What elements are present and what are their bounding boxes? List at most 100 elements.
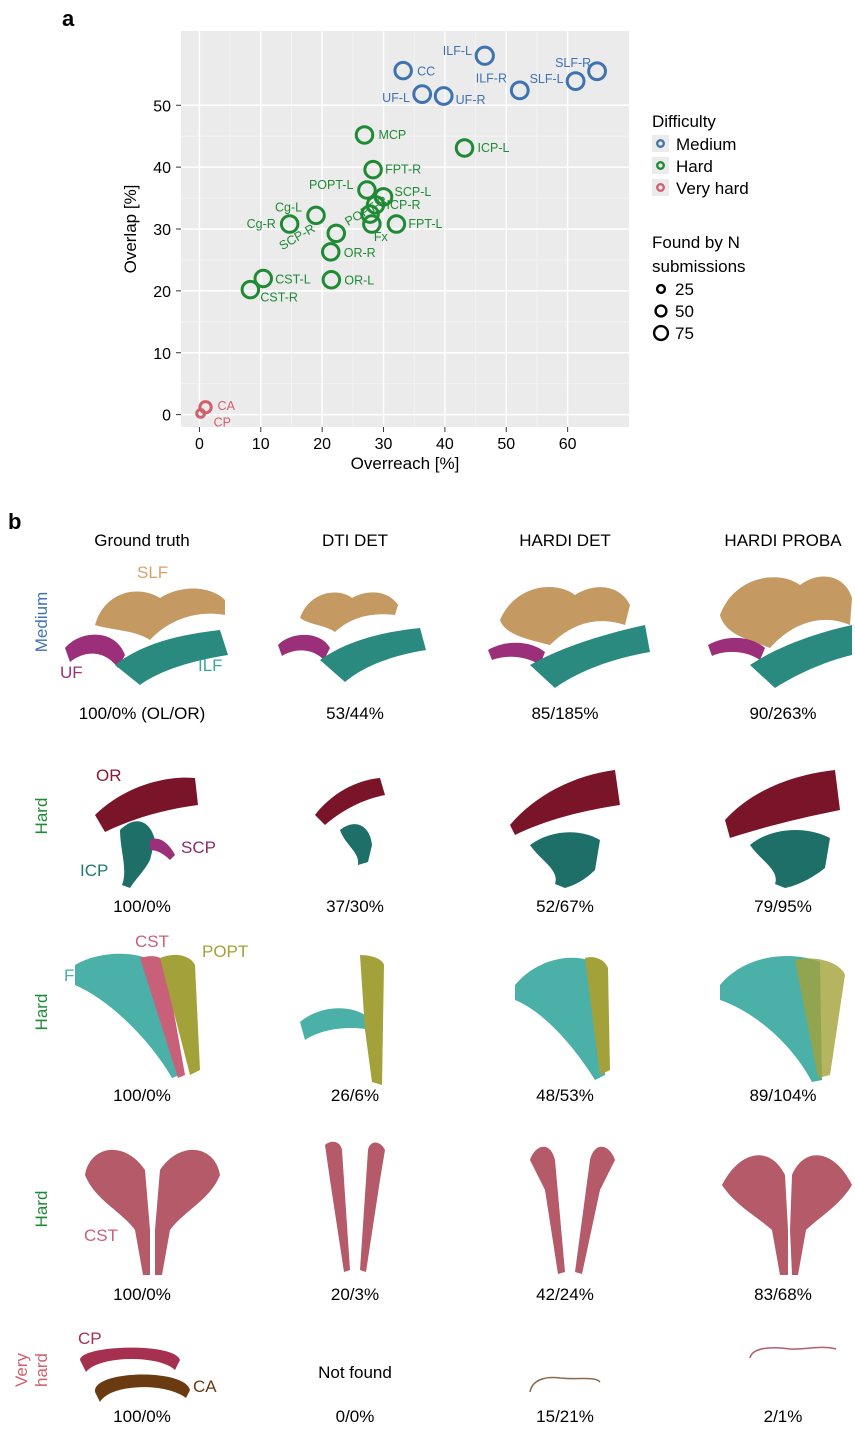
tract-label-slf: SLF xyxy=(137,563,169,582)
legend-label-very-hard: Very hard xyxy=(676,179,749,198)
cst-bundle xyxy=(140,956,185,1078)
legend-label-medium: Medium xyxy=(676,135,736,154)
slf-bundle xyxy=(95,588,225,640)
cst-bundle xyxy=(530,1146,565,1274)
point-label-cp: CP xyxy=(214,415,231,429)
legend-size-key xyxy=(654,304,668,318)
point-label-icp-l: ICP-L xyxy=(478,141,510,155)
point-label-or-r: OR-R xyxy=(344,246,376,260)
point-label-cg-r: Cg-R xyxy=(247,217,276,231)
tract-label-cst: CST xyxy=(84,1226,118,1245)
legend-key-hard xyxy=(656,161,665,170)
legend-key-bg xyxy=(652,157,669,174)
tract-label-scp: SCP xyxy=(181,838,216,857)
uf-bundle xyxy=(708,637,765,660)
score-r3-c2: 26/6% xyxy=(330,1086,380,1105)
ca-bundle xyxy=(94,1374,190,1402)
not-found-text: Not found xyxy=(318,1363,392,1382)
score-r1-c2: 53/44% xyxy=(326,704,384,723)
tract-label-fpt: FPT xyxy=(64,966,97,985)
point-cg-r xyxy=(279,214,300,234)
point-label-fpt-l: FPT-L xyxy=(408,217,442,231)
x-axis-label: Overreach [%] xyxy=(351,454,460,473)
y-tick-label: 20 xyxy=(153,284,171,301)
point-ilf-l xyxy=(474,45,495,66)
cst-bundle xyxy=(155,1149,220,1275)
point-label-slf-l: SLF-L xyxy=(530,72,564,86)
legend: Difficulty Medium Hard Very hard Found by … xyxy=(652,112,749,343)
point-scp-r xyxy=(326,223,347,244)
icp-bundle xyxy=(750,829,830,888)
point-slf-r xyxy=(587,61,607,82)
legend-size-label: 25 xyxy=(675,280,694,299)
point-label-or-l: OR-L xyxy=(344,274,374,288)
point-label-fx: Fx xyxy=(374,230,389,244)
point-or-l xyxy=(321,269,342,290)
score-r2-c3: 52/67% xyxy=(536,897,594,916)
legend-key-bg xyxy=(652,135,669,152)
or-bundle xyxy=(725,770,840,838)
column-header-ground-truth: Ground truth xyxy=(94,531,190,550)
cst-bundle xyxy=(325,1141,350,1272)
icp-bundle xyxy=(530,832,600,888)
point-label-uf-r: UF-R xyxy=(456,93,486,107)
point-label-cst-l: CST-L xyxy=(275,273,310,287)
row-label-very: Very xyxy=(12,1352,31,1388)
score-r4-c2: 20/3% xyxy=(330,1285,380,1304)
score-r3-c4: 89/104% xyxy=(749,1086,817,1105)
point-slf-l xyxy=(565,71,586,92)
point-cp xyxy=(195,407,207,419)
tract-label-or: OR xyxy=(96,766,122,785)
slf-bundle xyxy=(720,576,852,648)
row-2-tracts xyxy=(95,770,840,888)
major-gridlines xyxy=(181,31,629,427)
or-bundle xyxy=(510,770,620,835)
score-r3-c1: 100/0% xyxy=(113,1086,171,1105)
row-4-tracts xyxy=(85,1141,852,1275)
point-cg-l xyxy=(306,205,326,226)
cst-bundle xyxy=(85,1149,150,1275)
legend-key-bg xyxy=(652,179,669,196)
panel-b-label: b xyxy=(8,509,22,534)
point-uf-l xyxy=(412,84,433,105)
score-r5-c1: 100/0% xyxy=(113,1407,171,1426)
point-cc xyxy=(393,60,413,81)
point-mcp xyxy=(354,125,375,145)
fpt-bundle xyxy=(720,955,822,1082)
point-icp-l xyxy=(454,138,475,158)
legend-size-label: 50 xyxy=(675,302,694,321)
row-label-hard-1: Hard xyxy=(32,797,51,835)
point-cst-l xyxy=(253,268,273,289)
score-r4-c1: 100/0% xyxy=(113,1285,171,1304)
slf-bundle xyxy=(500,587,630,645)
score-r1-c1: 100/0% (OL/OR) xyxy=(78,704,206,723)
scatter-chart: 0 10 20 30 40 50 60 0 10 20 30 40 50 ILF-L CC SLF-R SLF… xyxy=(121,31,749,473)
point-label-ca: CA xyxy=(218,399,236,413)
legend-size-key xyxy=(655,283,667,295)
row-1-tracts xyxy=(65,576,852,688)
tract-label-ilf: ILF xyxy=(198,656,223,675)
cst-bundle xyxy=(575,1146,615,1274)
point-popt-r xyxy=(360,204,380,224)
y-tick-label: 50 xyxy=(153,98,171,115)
x-tick-label: 0 xyxy=(195,436,204,453)
uf-bundle xyxy=(278,634,330,660)
uf-bundle xyxy=(488,642,545,665)
legend-size-title-line-1: Found by N xyxy=(652,233,740,252)
x-tick-label: 60 xyxy=(559,436,577,453)
point-cst-r xyxy=(240,279,261,300)
score-r2-c1: 100/0% xyxy=(113,897,171,916)
score-r3-c3: 48/53% xyxy=(536,1086,594,1105)
legend-size-label: 75 xyxy=(675,324,694,343)
point-label-cst-r: CST-R xyxy=(260,291,298,305)
row-3-tracts xyxy=(75,953,845,1085)
cp-streamline xyxy=(749,1346,837,1359)
or-bundle xyxy=(315,778,385,825)
point-label-popt-l: POPT-L xyxy=(309,178,354,192)
ca-streamline xyxy=(529,1376,601,1393)
score-r2-c4: 79/95% xyxy=(754,897,812,916)
ilf-bundle xyxy=(530,625,650,688)
y-tick-label: 0 xyxy=(162,408,171,425)
point-label-mcp: MCP xyxy=(378,128,406,142)
popt-bundle xyxy=(585,957,610,1075)
